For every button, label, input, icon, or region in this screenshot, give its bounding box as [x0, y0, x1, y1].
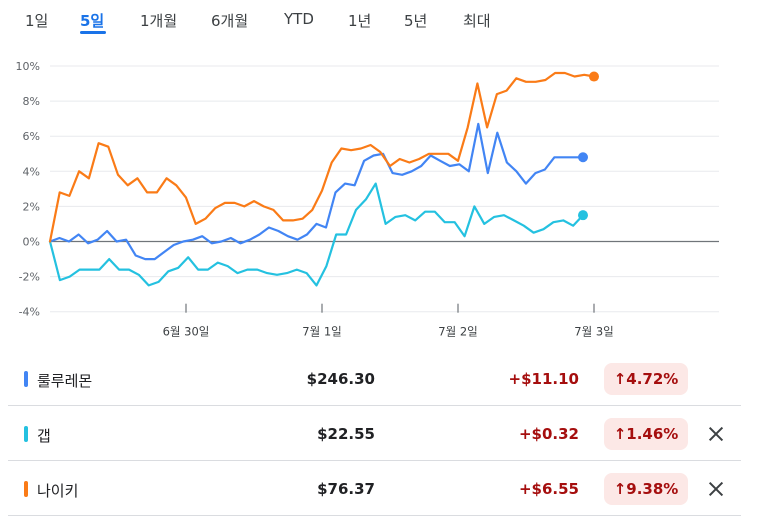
x-tick-label: 7월 2일 — [438, 325, 477, 339]
tab-1m[interactable]: 1개월 — [140, 12, 178, 30]
stock-price: $246.30 — [306, 370, 375, 388]
percent-value: 9.38% — [626, 480, 679, 498]
y-tick-label: 8% — [23, 95, 40, 108]
percent-change-badge: ↑9.38% — [604, 473, 688, 505]
series-color-swatch — [24, 426, 28, 442]
percent-change-badge: ↑1.46% — [604, 418, 688, 450]
stock-change: +$11.10 — [508, 370, 579, 388]
stock-name: 나이키 — [37, 482, 79, 500]
series-line — [48, 122, 585, 261]
arrow-up-icon: ↑ — [613, 425, 627, 443]
range-tabs: 1일 5일 1개월 6개월 YTD 1년 5년 최대 — [0, 0, 779, 44]
x-tick-label: 6월 30일 — [163, 325, 210, 339]
tab-max[interactable]: 최대 — [463, 12, 491, 30]
remove-comparison-icon[interactable] — [703, 421, 729, 447]
x-tick-label: 7월 3일 — [574, 325, 613, 339]
stock-change: +$0.32 — [518, 425, 579, 443]
percent-value: 1.46% — [626, 425, 679, 443]
series-color-swatch — [24, 371, 28, 387]
y-tick-label: 10% — [16, 60, 40, 73]
y-tick-label: -4% — [19, 306, 40, 319]
row-divider — [8, 460, 741, 461]
stock-row-lululemon[interactable]: 룰루레몬 $246.30 +$11.10 ↑4.72% — [0, 352, 779, 406]
row-divider — [8, 515, 741, 516]
y-tick-label: -2% — [19, 271, 40, 284]
tab-1d[interactable]: 1일 — [25, 12, 49, 30]
stock-row-gap[interactable]: 갭 $22.55 +$0.32 ↑1.46% — [0, 407, 779, 461]
tab-5d[interactable]: 5일 — [80, 12, 105, 30]
tab-6m[interactable]: 6개월 — [211, 12, 249, 30]
series-line — [48, 182, 585, 287]
y-tick-label: 0% — [23, 236, 40, 249]
stock-name: 룰루레몬 — [37, 372, 93, 390]
comparison-line-chart: 10% 8% 6% 4% 2% 0% -2% -4% 6월 30일 7월 1일 7월 2일 7월 3일 — [16, 60, 719, 339]
y-tick-label: 6% — [23, 130, 40, 143]
y-tick-label: 4% — [23, 165, 40, 178]
percent-change-badge: ↑4.72% — [604, 363, 688, 395]
series-end-point — [578, 210, 588, 221]
stock-change: +$6.55 — [518, 480, 579, 498]
arrow-up-icon: ↑ — [613, 370, 627, 388]
remove-comparison-icon[interactable] — [703, 476, 729, 502]
series-end-point — [578, 152, 588, 163]
stock-name: 갭 — [37, 427, 51, 445]
arrow-up-icon: ↑ — [613, 480, 627, 498]
tab-1y[interactable]: 1년 — [348, 12, 372, 30]
stock-price: $76.37 — [317, 480, 375, 498]
percent-value: 4.72% — [626, 370, 679, 388]
series-color-swatch — [24, 481, 28, 497]
stock-row-nike[interactable]: 나이키 $76.37 +$6.55 ↑9.38% — [0, 462, 779, 516]
stock-price: $22.55 — [317, 425, 375, 443]
x-tick-label: 7월 1일 — [302, 325, 341, 339]
series-end-point — [589, 71, 599, 82]
row-divider — [8, 405, 741, 406]
tab-5y[interactable]: 5년 — [404, 12, 428, 30]
active-tab-underline — [80, 31, 106, 34]
series-line — [48, 71, 596, 243]
y-tick-label: 2% — [23, 200, 40, 213]
tab-ytd[interactable]: YTD — [284, 10, 314, 28]
